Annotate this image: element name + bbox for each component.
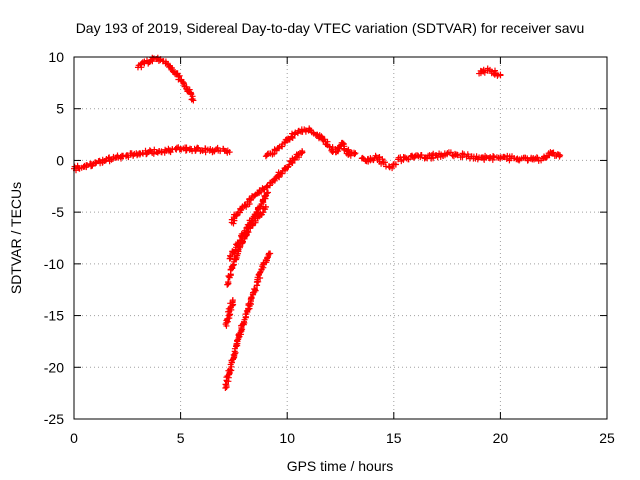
series-dip-2 [224,203,269,288]
data-point-band [260,250,272,266]
data-point [299,148,306,155]
data-point-band [253,203,264,218]
data-point [262,203,269,210]
x-tick-label: 20 [493,430,509,446]
data-point-band [211,144,227,155]
data-point-band [187,89,196,103]
data-point-band [92,156,108,167]
data-point-band [267,175,279,186]
data-point-band [224,261,237,288]
series-dip-5 [222,297,237,329]
x-tick-label: 25 [599,430,615,446]
x-tick-label: 0 [70,430,78,446]
data-point-band [259,190,270,206]
y-tick-label: 0 [56,152,64,168]
data-point-band [509,153,523,164]
series-scatter-mid [358,152,399,172]
data-point-band [340,140,352,158]
series-arc-1 [134,54,197,104]
data-point-band [395,154,409,165]
axis-ticks: 0 5 10 15 20 25 -25 -20 -15 -10 -5 0 5 10 [44,49,615,446]
data-point-band [480,66,491,76]
y-tick-label: -25 [44,411,64,427]
data-point-band [359,154,372,165]
series-baseline-1 [71,144,233,174]
data-point-band [173,70,185,85]
chart-title: Day 193 of 2019, Sidereal Day-to-day VTE… [76,20,585,36]
data-point-band [287,155,298,166]
data-point [265,189,272,196]
data-point-band [242,300,254,321]
data-point [198,147,205,154]
data-point-band [530,154,545,164]
y-tick-label: -10 [44,256,64,272]
data-point-band [235,318,248,341]
y-tick-label: 10 [48,49,64,65]
x-tick-label: 10 [279,430,295,446]
data-point [226,149,233,156]
y-tick-label: -15 [44,308,64,324]
data-point-band [221,147,231,156]
data-point [352,150,359,157]
x-tick-label: 5 [177,430,185,446]
data-point-band [141,57,153,67]
y-tick-label: -5 [52,204,65,220]
data-point-band [274,169,286,181]
data-point [229,297,236,304]
data-point-band [136,147,151,158]
data-point [267,250,274,257]
data-point [557,152,564,159]
x-tick-label: 15 [386,430,402,446]
data-point-band [367,152,379,164]
data-points [71,54,564,391]
y-tick-label: 5 [56,101,64,117]
series-baseline-2 [262,125,359,160]
data-point-band [254,261,267,285]
data-point-band [484,65,495,77]
series-dip-3 [226,189,272,262]
data-point-band [281,163,292,174]
data-point-band [228,211,241,227]
data-point [392,161,399,168]
data-point-band [466,153,481,163]
data-point-band [228,337,241,364]
data-point [497,71,504,78]
y-tick-label: -20 [44,359,64,375]
data-point-band [255,185,266,196]
x-axis-label: GPS time / hours [287,458,394,474]
data-point-band [247,279,261,303]
data-point [190,97,197,104]
plot-frame [73,56,608,420]
grid-lines [74,57,607,419]
data-point-band [180,79,193,95]
data-point-band [222,359,235,391]
data-point-band [374,154,386,167]
series-dip-4 [222,250,274,391]
y-axis-label: SDTVAR / TECUs [8,182,24,294]
series-baseline-3 [395,149,564,165]
data-point-band [158,145,172,156]
series-dip-1 [228,148,306,227]
series-arc-2 [476,65,504,79]
